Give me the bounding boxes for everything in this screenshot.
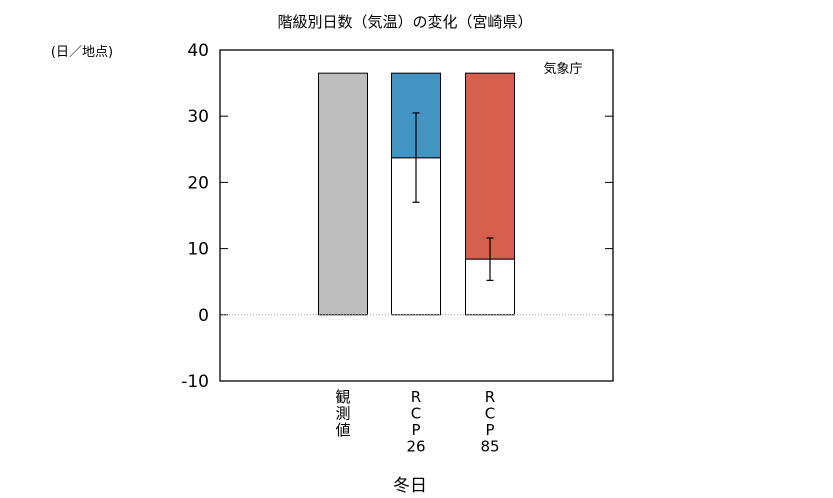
category-label-rcp85: 85 bbox=[480, 438, 499, 456]
chart-title: 階級別日数（気温）の変化（宮崎県） bbox=[277, 13, 532, 31]
y-axis-unit-label: (日／地点) bbox=[51, 45, 113, 60]
y-tick-label: 40 bbox=[187, 41, 209, 61]
y-tick-label: 10 bbox=[187, 240, 209, 260]
y-tick-label: 30 bbox=[187, 107, 209, 127]
y-tick-label: -10 bbox=[181, 372, 209, 392]
bar-obs bbox=[318, 72, 368, 316]
category-label-obs: 観 bbox=[335, 388, 350, 406]
category-label-rcp26: R bbox=[411, 388, 421, 406]
category-label-rcp26: C bbox=[411, 405, 421, 423]
category-label-rcp26: P bbox=[411, 421, 420, 439]
category-label-rcp85: R bbox=[485, 388, 495, 406]
bar-change-rcp85 bbox=[465, 72, 515, 260]
plot-frame bbox=[219, 49, 614, 382]
category-label-rcp26: 26 bbox=[406, 438, 425, 456]
y-axis-ticks: -10 0 10 20 30 40 bbox=[181, 41, 613, 392]
category-label-obs: 値 bbox=[335, 421, 350, 439]
error-bars bbox=[412, 112, 494, 281]
category-label-obs: 測 bbox=[335, 405, 350, 423]
y-tick-label: 20 bbox=[187, 173, 209, 193]
source-label: 気象庁 bbox=[543, 61, 582, 77]
y-tick-label: 0 bbox=[198, 306, 209, 326]
category-label-rcp85: P bbox=[485, 421, 494, 439]
x-axis-label: 冬日 bbox=[393, 476, 427, 496]
category-label-rcp85: C bbox=[485, 405, 495, 423]
